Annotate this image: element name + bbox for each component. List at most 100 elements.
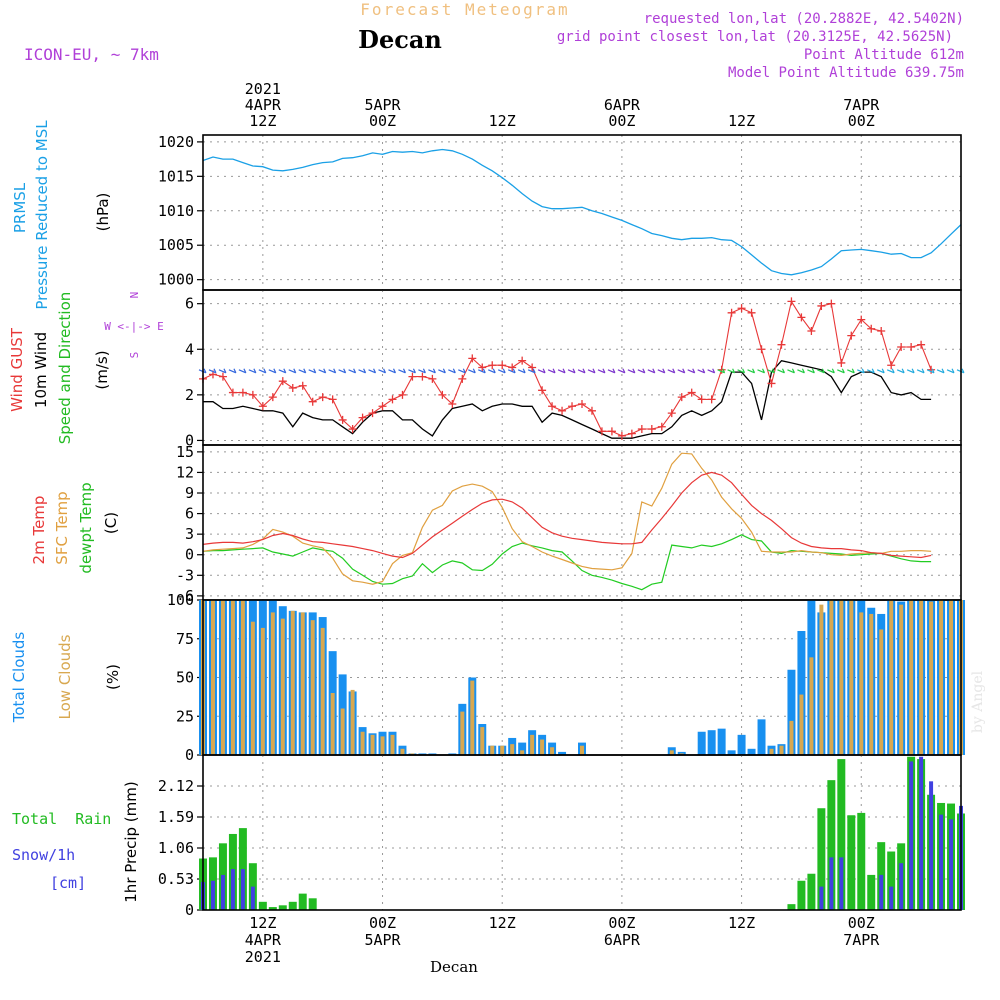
wind-direction-arrow: [697, 368, 706, 374]
snow-bar: [919, 756, 924, 910]
rain-bar: [298, 893, 307, 910]
ytick-label: 6: [185, 295, 194, 313]
wind-direction-arrow: [497, 368, 506, 374]
wind-direction-arrow: [657, 368, 666, 374]
ytick-label: 100: [167, 591, 194, 609]
wind-direction-arrow: [517, 368, 526, 374]
wind-direction-arrow: [687, 368, 696, 374]
top-time-label: 4APR: [245, 96, 282, 114]
low-cloud-bar: [869, 613, 874, 755]
top-time-label: 12Z: [249, 112, 276, 130]
rain-bar: [847, 815, 856, 910]
ytick-label: 0: [185, 901, 194, 919]
compass-south: S: [128, 352, 141, 359]
product-title: Forecast Meteogram: [360, 0, 569, 19]
gust-marker: [248, 390, 257, 399]
low-cloud-bar: [500, 745, 505, 755]
low-cloud-bar: [520, 750, 525, 755]
wind-direction-arrow: [896, 368, 905, 374]
gust-marker: [408, 372, 417, 381]
rain-bar: [308, 898, 317, 910]
ytick-label: 15: [176, 443, 194, 461]
gust-marker: [298, 381, 307, 390]
wind-direction-arrow: [268, 368, 277, 374]
wind-direction-arrow: [478, 368, 486, 374]
wind-direction-arrow: [607, 368, 616, 374]
low-cloud-bar: [909, 600, 914, 755]
ytick-label: 0: [185, 746, 194, 764]
wind-direction-arrow: [577, 368, 586, 374]
label-wind-gust: Wind GUST: [8, 327, 26, 412]
low-cloud-bar: [530, 734, 535, 755]
label-2m-temp: 2m Temp: [30, 496, 48, 565]
gust-marker: [348, 425, 357, 434]
gust-marker: [418, 372, 427, 381]
gust-marker: [558, 406, 567, 415]
ytick-label: -3: [176, 566, 194, 584]
label-total-clouds: Total Clouds: [10, 632, 28, 724]
low-cloud-bar: [829, 600, 834, 755]
gust-marker: [268, 393, 277, 402]
top-time-label: 5APR: [364, 96, 401, 114]
low-cloud-bar: [510, 744, 515, 755]
snow-bar: [220, 874, 225, 910]
wind-direction-arrow: [717, 368, 726, 374]
low-cloud-bar: [460, 711, 465, 755]
label-speed-direction: Speed and Direction: [56, 292, 74, 445]
wind-direction-arrow: [797, 368, 805, 374]
ytick-label: 75: [176, 630, 194, 648]
wind-direction-arrow: [218, 368, 227, 374]
snow-bar: [240, 869, 245, 910]
gust-marker: [338, 415, 347, 424]
top-time-label: 00Z: [369, 112, 396, 130]
gust-marker: [787, 297, 796, 306]
sfc-temp-line: [202, 452, 932, 585]
gust-marker: [847, 331, 856, 340]
model-point-altitude: Model Point Altitude 639.75m: [728, 65, 964, 81]
low-cloud-bar: [540, 739, 545, 755]
wind-direction-arrow: [936, 368, 945, 374]
low-cloud-bar: [919, 600, 924, 755]
gust-marker: [827, 299, 836, 308]
low-cloud-bar: [819, 604, 824, 755]
ytick-label: 4: [185, 340, 194, 358]
bottom-time-label: 5APR: [364, 931, 401, 949]
wind-direction-arrow: [448, 368, 456, 374]
ytick-label: 9: [185, 484, 194, 502]
ytick-label: 6: [185, 505, 194, 523]
gust-marker: [358, 413, 367, 422]
wind-direction-arrow: [298, 368, 307, 374]
bottom-time-label: 4APR: [245, 931, 282, 949]
low-cloud-bar: [250, 621, 255, 755]
top-time-label: 2021: [245, 80, 281, 98]
panel-1: 0 2 4 6: [185, 290, 965, 449]
gust-marker: [388, 395, 397, 404]
gust-marker: [617, 431, 626, 440]
wind-direction-arrow: [767, 368, 776, 374]
gust-marker: [917, 340, 926, 349]
watermark: by Angel: [970, 670, 986, 733]
gust-marker: [458, 374, 467, 383]
wind-direction-arrow: [587, 368, 596, 374]
low-cloud-bar: [779, 745, 784, 755]
total-cloud-bar: [797, 631, 806, 755]
wind-direction-arrow: [358, 368, 367, 374]
pressure-line: [202, 148, 962, 276]
gust-marker: [368, 409, 377, 418]
gust-marker: [398, 390, 407, 399]
wind-direction-arrow: [368, 368, 377, 374]
ytick-label: 1.59: [158, 808, 194, 826]
low-cloud-bar: [340, 708, 345, 755]
label-total-rain: Total Rain: [12, 810, 111, 828]
wind-direction-arrow: [468, 368, 476, 374]
gust-marker: [807, 327, 816, 336]
wind-direction-arrow: [507, 368, 516, 374]
top-time-label: 6APR: [604, 96, 641, 114]
model-name: ICON-EU, ~ 7km: [24, 45, 159, 64]
wind-direction-arrow: [288, 368, 297, 374]
wind-direction-arrow: [208, 368, 217, 374]
rain-bar: [817, 808, 826, 910]
wind-direction-arrow: [876, 368, 885, 374]
wind-direction-arrow: [817, 368, 825, 374]
